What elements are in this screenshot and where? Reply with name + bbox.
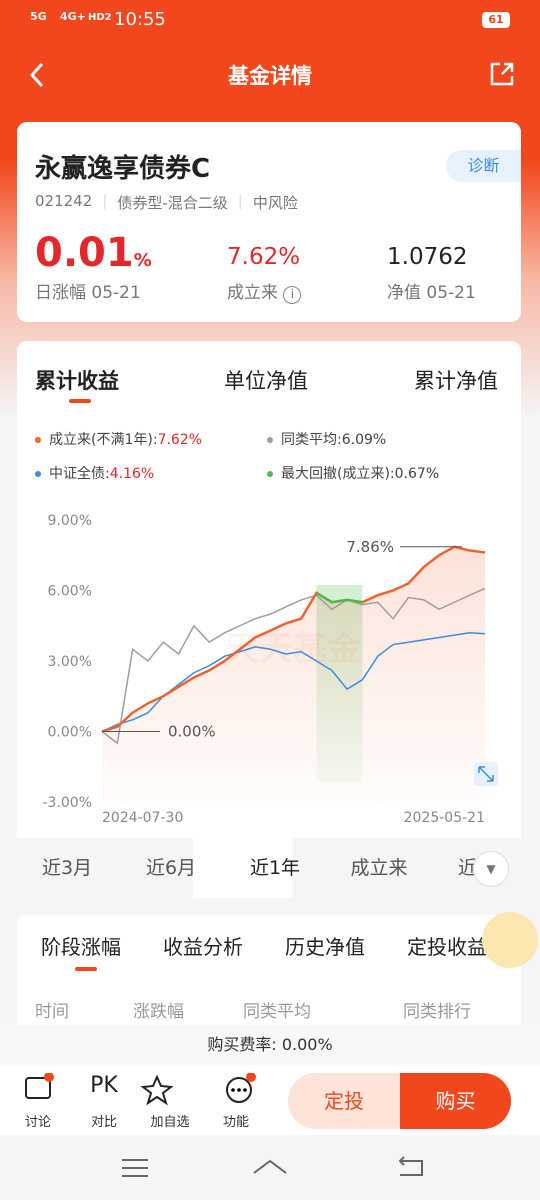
time: 10:55: [114, 9, 166, 30]
legend-label: 最大回撤(成立来):: [281, 466, 395, 482]
period[interactable]: 近6月: [145, 857, 197, 879]
legend-dot: [267, 471, 273, 477]
period[interactable]: 成立来: [350, 857, 408, 879]
legend-item: 中证全债:4.16%: [35, 463, 154, 483]
tab-underline: [75, 967, 97, 971]
buy-btn[interactable]: 购买: [400, 1073, 511, 1129]
fund-card: 永赢逸享债券C 诊断 021242 | 债券型-混合二级 | 中风险 0.01% 日…: [17, 122, 521, 322]
bottom-bar: 讨论 PK 对比 加自选 功能 定投 购买: [0, 1065, 540, 1135]
legend-value: 6.09%: [341, 432, 387, 448]
value: 0.01: [35, 230, 134, 276]
stat-label: 成立来 i: [227, 278, 302, 304]
tool-icon[interactable]: PK: [90, 1073, 118, 1098]
tool-label[interactable]: 讨论: [24, 1115, 51, 1130]
legend-value: 7.62%: [157, 432, 203, 448]
stage-card: 阶段涨幅 收益分析 历史净值 定投收益 时间 涨跌幅 同类平均 同类排行: [17, 915, 521, 1045]
table-header-cell: 同类排行: [403, 1002, 471, 1022]
legend-value: 0.67%: [394, 466, 440, 482]
legend-label: 同类平均:: [281, 432, 342, 448]
risk: 中风险: [252, 194, 298, 212]
tool-label[interactable]: 对比: [90, 1115, 117, 1130]
nav-bar: [0, 1135, 540, 1200]
stat-label: 日涨幅 05-21: [35, 283, 141, 303]
tab-underline: [69, 399, 91, 403]
legend-dot: [35, 437, 41, 443]
code: 021242: [35, 192, 93, 210]
battery: 61: [482, 12, 510, 28]
net-5g: 5G: [30, 10, 47, 23]
legend-dot: [35, 471, 41, 477]
tab[interactable]: 累计净值: [414, 369, 498, 393]
share[interactable]: [488, 60, 516, 88]
tool-label[interactable]: 功能: [222, 1115, 249, 1130]
fund-type: 债券型-混合二级: [117, 194, 228, 212]
nav-value: 1.0762: [387, 244, 468, 270]
more-periods[interactable]: ▼: [473, 851, 509, 887]
section-tab[interactable]: 阶段涨幅: [41, 935, 121, 959]
tool-icons: [25, 1073, 256, 1106]
table-header-cell: 时间: [35, 1002, 69, 1022]
section-tab[interactable]: 定投收益: [407, 935, 487, 959]
period[interactable]: 近1年: [249, 857, 301, 879]
mascot[interactable]: [482, 912, 538, 968]
net-4g: 4G+: [60, 10, 86, 23]
fund-meta: 021242 | 债券型-混合二级 | 中风险: [35, 192, 298, 212]
chart-card: 累计收益 单位净值 累计净值 成立来(不满1年):7.62% 同类平均:6.09%…: [17, 341, 521, 898]
unit: %: [133, 250, 152, 271]
fund-name: 永赢逸享债券C: [35, 154, 211, 184]
legend-label: 中证全债:: [49, 466, 110, 482]
period[interactable]: 近3月: [41, 857, 93, 879]
fee: 购买费率: 0.00%: [0, 1025, 540, 1065]
table-header-cell: 同类平均: [243, 1002, 311, 1022]
back[interactable]: [26, 60, 50, 90]
legend-item: 成立来(不满1年):7.62%: [35, 429, 202, 449]
day-change: 0.01%: [35, 230, 152, 276]
diagnose[interactable]: 诊断: [446, 150, 521, 182]
period-selected: [193, 838, 293, 898]
stat-label: 净值 05-21: [387, 283, 476, 303]
tab[interactable]: 单位净值: [224, 369, 308, 393]
legend-label: 成立来(不满1年):: [49, 432, 158, 448]
section-tab[interactable]: 收益分析: [163, 935, 243, 959]
tab[interactable]: 累计收益: [35, 369, 119, 393]
section-tab[interactable]: 历史净值: [285, 935, 365, 959]
invest-btn[interactable]: 定投: [288, 1073, 400, 1129]
legend-value: 4.16%: [109, 466, 155, 482]
legend-item: 最大回撤(成立来):0.67%: [267, 463, 439, 483]
table-header-cell: 涨跌幅: [133, 1002, 184, 1022]
legend-item: 同类平均:6.09%: [267, 429, 386, 449]
tool-label[interactable]: 加自选: [150, 1115, 190, 1130]
page-title: 基金详情: [228, 64, 312, 88]
hd: HD2: [88, 12, 112, 23]
legend-dot: [267, 437, 273, 443]
since-value: 7.62%: [227, 244, 301, 270]
